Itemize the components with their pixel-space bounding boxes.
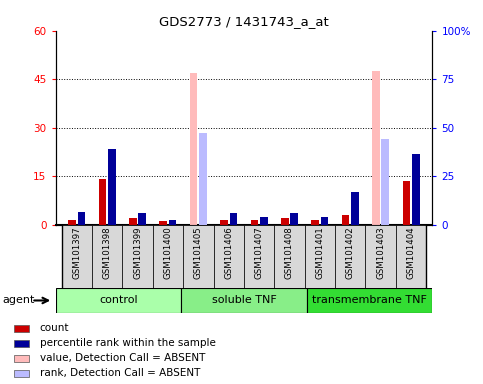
Bar	[244, 225, 274, 288]
Bar	[229, 214, 237, 225]
Text: agent: agent	[2, 295, 35, 306]
Bar	[372, 71, 380, 225]
Bar	[129, 218, 137, 225]
Text: GSM101406: GSM101406	[224, 227, 233, 279]
Text: GSM101405: GSM101405	[194, 227, 203, 279]
Bar	[14, 340, 29, 347]
Bar	[396, 225, 426, 288]
Bar	[220, 220, 228, 225]
Bar	[56, 288, 181, 313]
Bar	[68, 220, 76, 225]
Bar	[190, 73, 198, 225]
Text: GSM101401: GSM101401	[315, 227, 325, 279]
Bar	[290, 214, 298, 225]
Text: transmembrane TNF: transmembrane TNF	[312, 295, 427, 306]
Text: soluble TNF: soluble TNF	[212, 295, 276, 306]
Bar	[260, 217, 268, 225]
Text: GSM101399: GSM101399	[133, 227, 142, 279]
Bar	[139, 214, 146, 225]
Text: GSM101404: GSM101404	[407, 227, 415, 279]
Bar	[169, 220, 176, 225]
Bar	[78, 212, 85, 225]
Bar	[14, 370, 29, 377]
Bar	[14, 355, 29, 362]
Text: control: control	[99, 295, 138, 306]
Bar	[92, 225, 122, 288]
Bar	[342, 215, 349, 225]
Bar	[199, 132, 207, 225]
Bar	[366, 225, 396, 288]
Bar	[274, 225, 305, 288]
Bar	[412, 154, 420, 225]
Bar	[251, 220, 258, 225]
Text: rank, Detection Call = ABSENT: rank, Detection Call = ABSENT	[40, 368, 200, 378]
Bar	[335, 225, 366, 288]
Text: GSM101403: GSM101403	[376, 227, 385, 279]
Text: count: count	[40, 323, 69, 333]
Text: percentile rank within the sample: percentile rank within the sample	[40, 338, 216, 348]
Bar	[402, 181, 410, 225]
Bar	[99, 179, 106, 225]
Text: GSM101400: GSM101400	[163, 227, 172, 279]
Bar	[14, 325, 29, 332]
Bar	[153, 225, 183, 288]
Bar	[122, 225, 153, 288]
Bar	[307, 288, 432, 313]
Bar	[108, 149, 116, 225]
Bar	[62, 225, 92, 288]
Bar	[159, 222, 167, 225]
Bar	[183, 225, 213, 288]
Bar	[321, 217, 328, 225]
Bar	[213, 225, 244, 288]
Bar	[382, 139, 389, 225]
Bar	[281, 218, 289, 225]
Text: value, Detection Call = ABSENT: value, Detection Call = ABSENT	[40, 353, 205, 363]
Text: GSM101402: GSM101402	[346, 227, 355, 279]
Text: GSM101408: GSM101408	[285, 227, 294, 279]
Bar	[312, 220, 319, 225]
Text: GSM101407: GSM101407	[255, 227, 264, 279]
Title: GDS2773 / 1431743_a_at: GDS2773 / 1431743_a_at	[159, 15, 329, 28]
Bar	[351, 192, 359, 225]
Text: GSM101397: GSM101397	[72, 227, 81, 279]
Bar	[305, 225, 335, 288]
Bar	[181, 288, 307, 313]
Text: GSM101398: GSM101398	[103, 227, 112, 279]
